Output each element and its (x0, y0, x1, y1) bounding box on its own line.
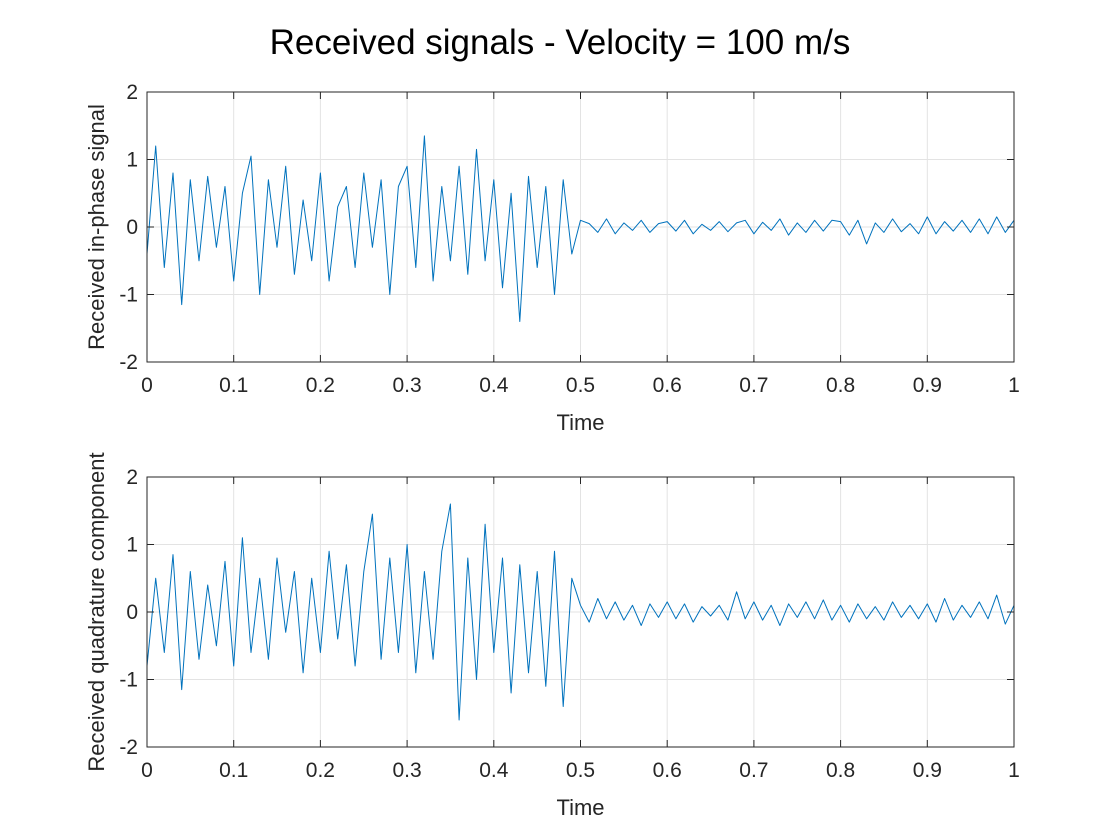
x-tick-label: 0.5 (566, 759, 595, 782)
y-tick-label: -2 (119, 736, 138, 759)
y-tick-label: -2 (119, 351, 138, 374)
x-tick-label: 0.9 (913, 759, 942, 782)
x-tick-label: 0.8 (826, 759, 855, 782)
x-tick-label: 1 (1008, 374, 1020, 397)
signal-series-line (146, 135, 1015, 322)
x-tick-label: 0.6 (653, 759, 682, 782)
y-tick-label: 2 (126, 81, 138, 104)
x-tick-label: 0.1 (219, 374, 248, 397)
x-tick-label: 0.2 (306, 759, 335, 782)
y-axis-label: Received quadrature component (84, 452, 109, 771)
quadrature-component-axes: 0 0.1 0.2 0.3 0.4 0.5 0.6 0.7 0.8 0.9 1 -2 -1 0 1 2 Time… (84, 452, 1020, 820)
x-tick-label: 0.9 (913, 374, 942, 397)
y-tick-label: -1 (119, 284, 138, 307)
x-tick-label: 0.6 (653, 374, 682, 397)
x-axis-label: Time (556, 795, 604, 820)
x-tick-label: 0 (141, 374, 153, 397)
x-tick-label: 0.2 (306, 374, 335, 397)
x-tick-label: 0.1 (219, 759, 248, 782)
x-tick-label: 0.7 (739, 374, 768, 397)
x-tick-label: 1 (1008, 759, 1020, 782)
y-tick-label: 0 (126, 601, 138, 624)
y-tick-label: 2 (126, 466, 138, 489)
y-tick-label: 1 (126, 534, 138, 557)
in-phase-signal-axes: 0 0.1 0.2 0.3 0.4 0.5 0.6 0.7 0.8 0.9 1 -2 -1 0 1 2 Time… (84, 81, 1020, 435)
x-axis-label: Time (556, 410, 604, 435)
x-tick-label: 0 (141, 759, 153, 782)
x-tick-label: 0.5 (566, 374, 595, 397)
x-tick-label: 0.7 (739, 759, 768, 782)
x-tick-label: 0.4 (479, 759, 509, 782)
y-tick-label: 0 (126, 216, 138, 239)
x-tick-label: 0.8 (826, 374, 855, 397)
x-tick-label: 0.3 (392, 759, 421, 782)
x-tick-label: 0.3 (392, 374, 421, 397)
signal-series-line (146, 503, 1015, 721)
y-tick-label: -1 (119, 669, 138, 692)
y-tick-label: 1 (126, 149, 138, 172)
y-axis-label: Received in-phase signal (84, 104, 109, 350)
x-tick-label: 0.4 (479, 374, 509, 397)
chart-title: Received signals - Velocity = 100 m/s (270, 23, 851, 62)
